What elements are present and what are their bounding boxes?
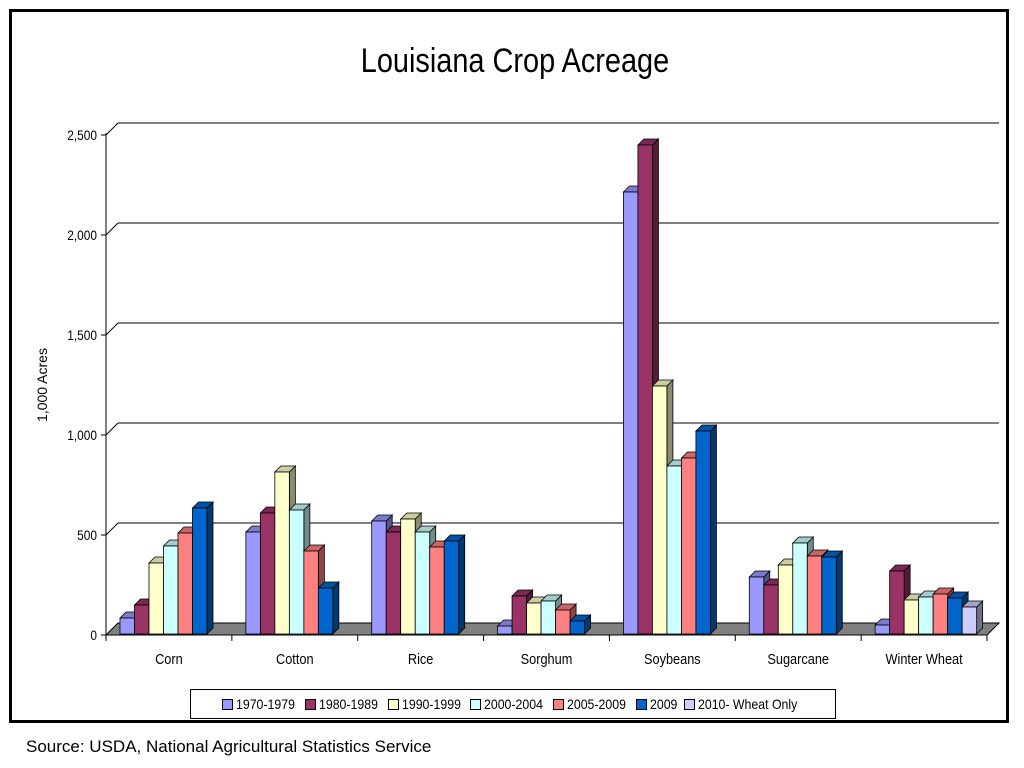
bar-side [710, 424, 717, 635]
bar-side [332, 581, 340, 635]
legend-item: 1980-1989 [304, 696, 380, 712]
legend-item: 2010- Wheat Only [683, 696, 805, 712]
bar-side [835, 550, 843, 635]
x-tick-label: Corn [155, 650, 183, 667]
bar [637, 144, 653, 635]
bar [303, 550, 319, 635]
y-tick-label: 2,500 [67, 127, 97, 143]
x-tick-label: Sorghum [521, 650, 573, 667]
legend-label: 2005-2009 [567, 696, 627, 712]
gridline-diagonal [105, 422, 119, 436]
chart-canvas: Louisiana Crop Acreage 1,000 Acres 0 500 1… [34, 41, 1001, 667]
legend-label: 2009 [650, 696, 678, 712]
bar [695, 430, 711, 635]
bar [177, 532, 193, 635]
gridline-diagonal [105, 222, 119, 236]
legend-label: 2010- Wheat Only [697, 696, 797, 712]
bar [821, 556, 837, 635]
bar [259, 512, 276, 635]
bar [932, 593, 949, 635]
bar [763, 584, 779, 635]
bar [874, 624, 891, 635]
bar [134, 604, 150, 635]
bar [163, 545, 179, 635]
y-tick-label: 1,500 [67, 327, 97, 343]
bar [555, 609, 571, 635]
bar [274, 471, 290, 635]
bar [652, 385, 668, 635]
gridline-diagonal [105, 122, 119, 136]
legend-label: 1990-1999 [401, 696, 461, 712]
bar [748, 576, 765, 635]
bar [947, 597, 963, 635]
source-note: Source: USDA, National Agricultural Stat… [26, 737, 432, 756]
legend-swatch [304, 698, 316, 710]
bar [245, 531, 261, 635]
legend-swatch [553, 698, 565, 710]
bar [385, 531, 402, 635]
bar [777, 564, 794, 635]
legend-item: 1970-1979 [221, 696, 297, 712]
bar [666, 465, 682, 635]
bar [792, 542, 808, 635]
bar [540, 600, 556, 635]
bar [681, 457, 697, 635]
bar-side [458, 534, 466, 635]
x-tick-label: Soybeans [644, 650, 701, 667]
chart-title: Louisiana Crop Acreage [361, 41, 669, 80]
bar [918, 596, 934, 635]
bar [526, 602, 542, 635]
y-tick-label: 0 [90, 627, 97, 643]
bar [317, 587, 334, 635]
bar [903, 599, 920, 635]
y-tick-label: 1,000 [67, 427, 97, 443]
x-tick-label: Winter Wheat [885, 650, 962, 667]
legend-item: 2009 [636, 696, 678, 712]
bar [497, 625, 513, 635]
bar-side [206, 501, 214, 635]
legend-swatch [636, 698, 648, 710]
legend-label: 1980-1989 [318, 696, 378, 712]
x-tick-label: Sugarcane [767, 650, 829, 667]
bar [443, 540, 460, 635]
gridline-diagonal [105, 522, 119, 536]
y-tick-label: 2,000 [67, 227, 97, 243]
legend-swatch [470, 698, 482, 710]
bar [414, 531, 431, 635]
bar [192, 507, 208, 635]
y-axis-label: 1,000 Acres [34, 348, 50, 422]
legend-swatch [387, 698, 399, 710]
gridline-diagonal [105, 322, 119, 336]
bar [623, 191, 639, 635]
legend: 1970-1979 1980-1989 1990-1999 2000-2004 2005… [190, 689, 836, 719]
bar [148, 562, 164, 635]
bar [429, 546, 445, 635]
legend-label: 2000-2004 [484, 696, 544, 712]
x-tick-label: Cotton [276, 650, 314, 667]
bar [569, 620, 585, 635]
chart-frame [9, 9, 1009, 723]
bar [288, 509, 305, 635]
plot-area: 0 500 1,000 1,500 2,000 2,500 Corn Cotton Rice So… [67, 122, 1001, 667]
x-tick-label: Rice [408, 650, 434, 667]
bar [889, 570, 905, 635]
legend-swatch [683, 698, 695, 710]
bar [371, 520, 387, 635]
bar [400, 518, 416, 635]
legend-label: 1970-1979 [235, 696, 295, 712]
legend-item: 2005-2009 [553, 696, 628, 712]
bar [511, 595, 527, 635]
bar [806, 555, 823, 635]
bar [961, 606, 978, 635]
y-tick-label: 500 [77, 527, 97, 543]
legend-item: 1990-1999 [387, 696, 463, 712]
bar [119, 617, 135, 635]
legend-item: 2000-2004 [470, 696, 545, 712]
legend-swatch [221, 698, 233, 710]
